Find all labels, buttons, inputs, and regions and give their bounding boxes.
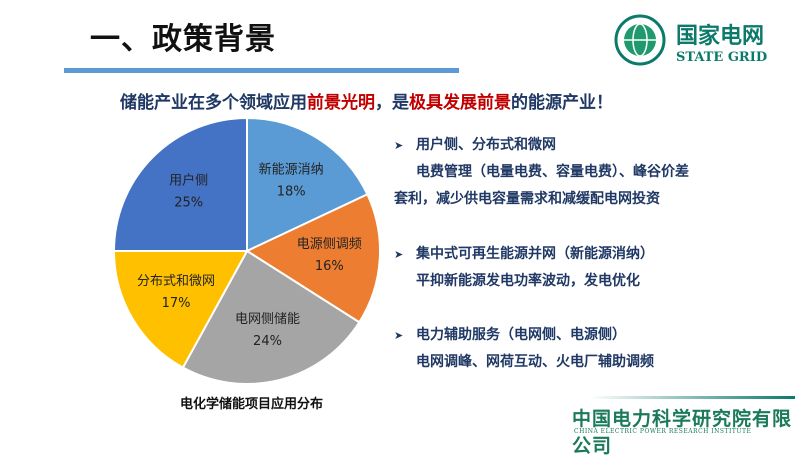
title-divider xyxy=(64,68,459,73)
slice-value-label: 25% xyxy=(174,196,203,211)
pie-chart: 新能源消纳 18% 电源侧调频 16% 电网侧储能 24% 分布式和微网 17% 用户侧 25% xyxy=(112,116,381,385)
page-title: 一、政策背景 xyxy=(90,22,276,57)
arrow-bullet-icon: ➤ xyxy=(394,139,404,152)
slice-label: 用户侧 xyxy=(169,173,208,189)
arrow-bullet-icon: ➤ xyxy=(394,248,404,261)
headline: 储能产业在多个领域应用前景光明，是极具发展前景的能源产业！ xyxy=(120,93,613,113)
slice-label: 电源侧调频 xyxy=(297,237,362,252)
chart-title: 电化学储能项目应用分布 xyxy=(180,397,324,412)
bullet-2: ➤ 集中式可再生能源并网（新能源消纳） 平抑新能源发电功率波动，发电优化 xyxy=(394,241,654,295)
pie-slice xyxy=(112,250,249,369)
slice-value-label: 16% xyxy=(315,259,344,274)
slice-value-label: 17% xyxy=(162,296,191,311)
slice-label: 分布式和微网 xyxy=(137,274,215,289)
slice-label: 电网侧储能 xyxy=(235,312,300,327)
bullet-3: ➤ 电力辅助服务（电网侧、电源侧） 电网调峰、网荷互动、火电厂辅助调频 xyxy=(394,322,654,376)
pie-slice xyxy=(244,193,381,324)
pie-slice xyxy=(246,116,369,253)
pie-slice xyxy=(112,116,248,252)
arrow-bullet-icon: ➤ xyxy=(394,329,404,342)
footer-divider xyxy=(590,396,795,399)
state-grid-logo-text: 国家电网 STATE GRID xyxy=(676,24,768,65)
slice-label: 新能源消纳 xyxy=(259,161,324,177)
bullet-1: ➤ 用户侧、分布式和微网 电费管理（电量电费、容量电费）、峰谷价差 套利，减少供电… xyxy=(394,132,689,213)
slice-value-label: 24% xyxy=(253,334,282,349)
pie-slice xyxy=(181,249,361,385)
slice-value-label: 18% xyxy=(277,184,306,199)
footer-org-name-en: CHINA ELECTRIC POWER RESEARCH INSTITUTE xyxy=(574,428,752,435)
state-grid-logo-icon xyxy=(614,14,666,66)
